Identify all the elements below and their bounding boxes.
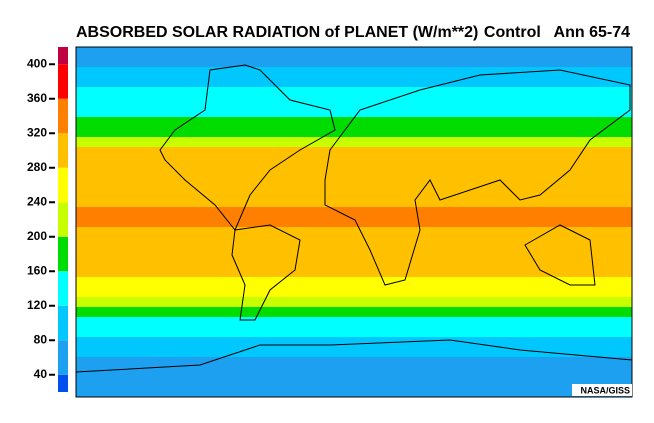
zonal-band: [76, 247, 632, 258]
colorbar-tick-label: 40: [34, 367, 48, 381]
eurasia-africa: [324, 69, 631, 286]
zonal-band: [76, 297, 632, 308]
colorbar-tick-label: 360: [27, 91, 47, 105]
zonal-band: [76, 217, 632, 228]
north-america: [159, 64, 336, 231]
zonal-band: [76, 77, 632, 88]
zonal-band: [76, 317, 632, 328]
credit-box: [572, 384, 632, 396]
zonal-band: [76, 117, 632, 128]
zonal-band: [76, 177, 632, 188]
zonal-band: [76, 107, 632, 118]
zonal-band: [76, 147, 632, 158]
colorbar-tick-label: 320: [27, 125, 47, 139]
zonal-band: [76, 67, 632, 78]
colorbar-tick-label: 200: [27, 229, 47, 243]
zonal-band: [76, 277, 632, 288]
colorbar-segment: [58, 374, 68, 392]
zonal-band: [76, 127, 632, 138]
zonal-band: [76, 187, 632, 198]
zonal-band: [76, 47, 632, 58]
zonal-band: [76, 237, 632, 248]
colorbar-tick-label: 400: [27, 56, 47, 70]
zonal-band: [76, 87, 632, 98]
zonal-band: [76, 157, 632, 168]
colorbar-segment: [58, 305, 68, 341]
zonal-band: [76, 347, 632, 358]
zonal-band: [76, 197, 632, 208]
colorbar-segment: [58, 340, 68, 375]
zonal-band: [76, 267, 632, 278]
antarctica: [75, 339, 633, 373]
colorbar-tick-label: 80: [34, 332, 48, 346]
colorbar-segment: [58, 202, 68, 237]
australia: [524, 224, 596, 286]
zonal-band: [76, 357, 632, 368]
map-frame: [75, 46, 633, 398]
zonal-band: [76, 97, 632, 108]
zonal-band: [76, 207, 632, 218]
coastlines: [75, 64, 633, 373]
zonal-band: [76, 337, 632, 348]
zonal-band: [76, 257, 632, 268]
colorbar-tick-label: 240: [27, 194, 47, 208]
colorbar-segment: [58, 47, 68, 65]
colorbar-segment: [58, 167, 68, 203]
zonal-band: [76, 287, 632, 298]
colorbar-segment: [58, 133, 68, 168]
credit: NASA/GISS: [580, 385, 630, 395]
south-america: [231, 224, 301, 321]
map-subtitle: Control Ann 65-74: [484, 24, 630, 41]
zonal-band: [76, 367, 632, 378]
zonal-band: [76, 137, 632, 148]
zonal-band: [76, 227, 632, 238]
colorbar-segment: [58, 64, 68, 99]
colorbar-segment: [58, 271, 68, 306]
colorbar-segment: [58, 98, 68, 134]
colorbar-tick-label: 120: [27, 298, 47, 312]
zonal-band: [76, 327, 632, 338]
zonal-band: [76, 167, 632, 178]
map-title: ABSORBED SOLAR RADIATION of PLANET (W/m*…: [76, 24, 478, 41]
zonal-band: [76, 57, 632, 68]
colorbar-tick-label: 160: [27, 263, 47, 277]
zonal-band: [76, 377, 632, 388]
zonal-band: [76, 307, 632, 318]
colorbar-segment: [58, 236, 68, 272]
zonal-band: [76, 387, 632, 398]
colorbar-tick-label: 280: [27, 160, 47, 174]
